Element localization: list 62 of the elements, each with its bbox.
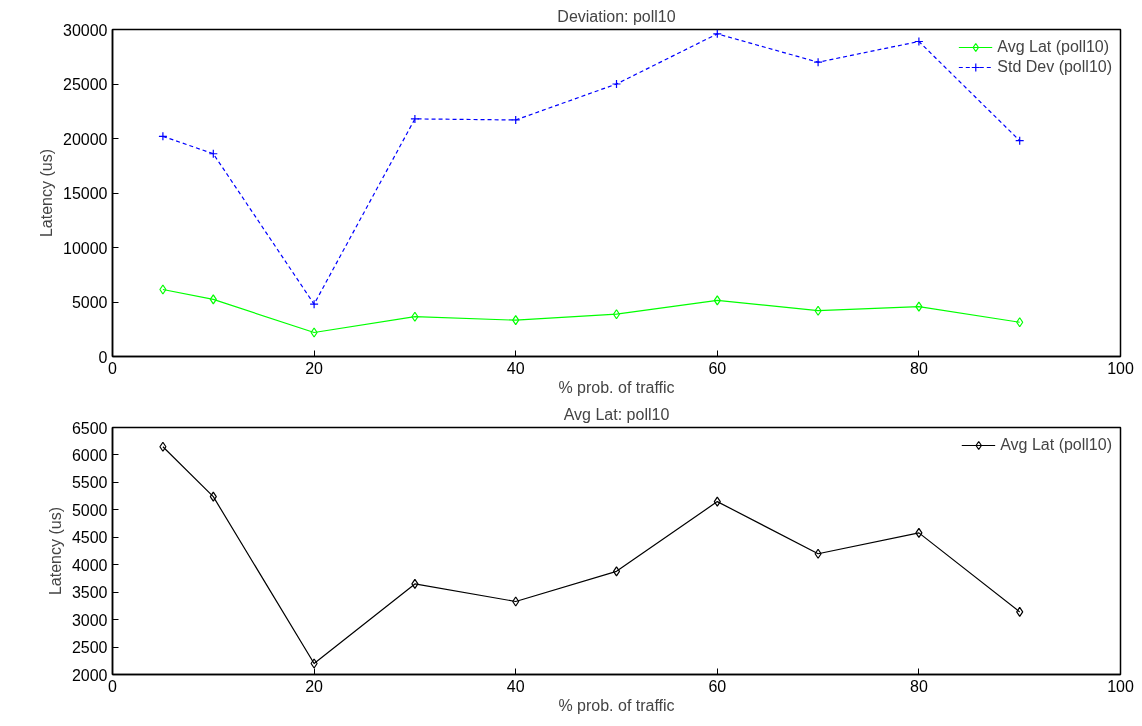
point xyxy=(158,131,168,141)
x-tick-label: 80 xyxy=(910,359,928,377)
point xyxy=(813,57,823,67)
x-tick-label: 40 xyxy=(506,677,525,695)
x-tick-label: 60 xyxy=(708,677,727,695)
y-axis-title: Latency (us) xyxy=(46,506,64,596)
y-tick-label: 3500 xyxy=(71,584,108,602)
point xyxy=(512,596,520,607)
y-tick-label: 20000 xyxy=(63,130,108,148)
point xyxy=(1016,317,1024,328)
point xyxy=(814,548,822,559)
y-tick-label: 4500 xyxy=(71,529,108,547)
x-axis-title: % prob. of traffic xyxy=(558,378,675,396)
y-tick-label: 10000 xyxy=(63,239,108,257)
y-tick-label: 4000 xyxy=(71,556,108,574)
y-tick-label: 25000 xyxy=(63,76,108,93)
y-tick-label: 5000 xyxy=(71,501,108,519)
point xyxy=(611,79,622,89)
legend-label: Avg Lat (poll10) xyxy=(1000,436,1112,454)
x-tick-label: 20 xyxy=(305,359,324,377)
point xyxy=(713,295,721,306)
y-tick-label: 5000 xyxy=(71,294,108,311)
point xyxy=(915,301,923,312)
x-tick-label: 100 xyxy=(1107,359,1134,377)
point xyxy=(612,309,621,320)
point xyxy=(712,29,722,39)
x-axis-title: % prob. of traffic xyxy=(558,696,675,714)
point xyxy=(159,441,167,452)
point xyxy=(209,491,217,502)
y-tick-label: 6500 xyxy=(71,419,108,437)
point xyxy=(209,294,217,305)
legend-label: Std Dev (poll10) xyxy=(997,58,1112,76)
point xyxy=(511,115,521,125)
point xyxy=(713,496,721,507)
point xyxy=(814,305,822,316)
y-tick-label: 3000 xyxy=(71,611,108,629)
x-tick-label: 20 xyxy=(305,677,324,695)
x-tick-label: 80 xyxy=(910,677,928,695)
point xyxy=(915,527,923,538)
y-tick-label: 5500 xyxy=(71,474,108,492)
y-tick-label: 2000 xyxy=(71,666,108,684)
legend-label: Avg Lat (poll10) xyxy=(997,38,1110,56)
chart-title: Deviation: poll10 xyxy=(557,7,676,25)
x-tick-label: 60 xyxy=(708,359,727,377)
point xyxy=(310,658,318,669)
point xyxy=(309,299,319,309)
point xyxy=(411,311,419,322)
point xyxy=(159,284,167,295)
y-tick-label: 15000 xyxy=(63,185,108,202)
point xyxy=(612,566,621,577)
point xyxy=(310,327,318,338)
y-tick-label: 6000 xyxy=(71,446,108,464)
point xyxy=(410,114,420,124)
chart-title: Avg Lat: poll10 xyxy=(563,405,670,423)
point xyxy=(512,315,520,326)
y-tick-label: 30000 xyxy=(63,21,108,39)
point xyxy=(914,36,924,47)
y-axis-title: Latency (us) xyxy=(38,148,56,238)
y-tick-label: 0 xyxy=(98,348,108,366)
x-tick-label: 100 xyxy=(1107,677,1134,695)
x-tick-label: 40 xyxy=(506,359,525,377)
y-tick-label: 2500 xyxy=(71,639,108,657)
